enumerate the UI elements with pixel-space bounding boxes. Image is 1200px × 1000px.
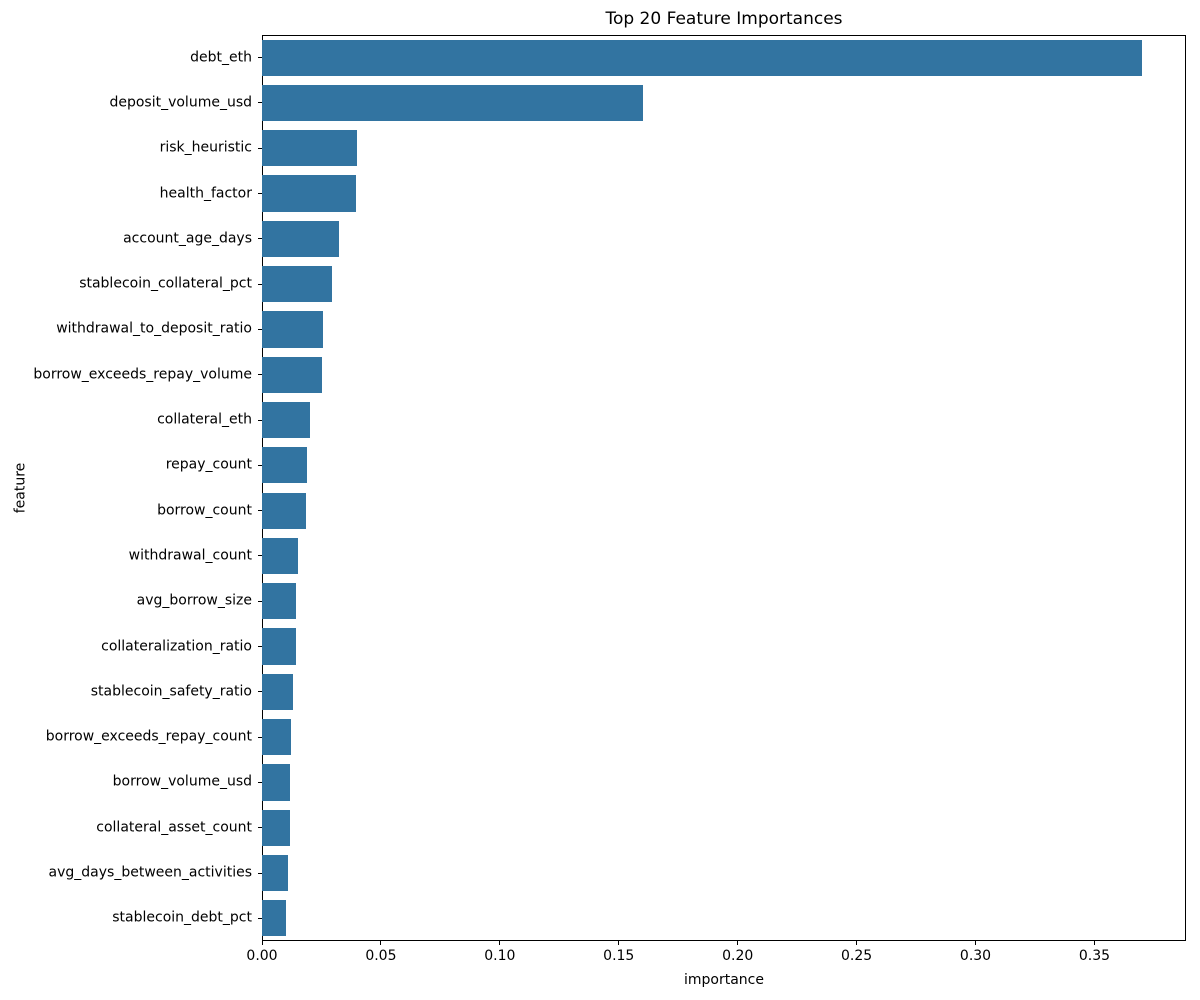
- bar-withdrawal_to_deposit_ratio: [262, 311, 324, 348]
- chart-title: Top 20 Feature Importances: [605, 9, 843, 29]
- y-tick-mark: [258, 736, 262, 738]
- y-tick-label: health_factor: [159, 185, 252, 202]
- bar-borrow_exceeds_repay_volume: [262, 356, 323, 393]
- bar-account_age_days: [262, 220, 340, 257]
- y-tick-mark: [258, 102, 262, 104]
- y-tick-label: withdrawal_count: [128, 547, 252, 564]
- y-tick-mark: [258, 193, 262, 195]
- x-tick-mark: [499, 941, 501, 945]
- bar-withdrawal_count: [262, 537, 299, 575]
- x-tick-label: 0.00: [246, 948, 278, 964]
- x-axis-label: importance: [684, 972, 764, 988]
- y-tick-mark: [258, 464, 262, 466]
- bar-collateralization_ratio: [262, 628, 296, 665]
- x-tick-label: 0.20: [722, 948, 754, 964]
- x-tick-mark: [380, 941, 382, 945]
- x-tick-mark: [261, 941, 263, 945]
- x-tick-mark: [856, 941, 858, 945]
- y-tick-mark: [258, 781, 262, 783]
- x-tick-mark: [1093, 941, 1095, 945]
- bar-stablecoin_collateral_pct: [262, 266, 332, 303]
- y-tick-mark: [258, 510, 262, 512]
- bar-debt_eth: [262, 39, 1142, 76]
- y-tick-mark: [258, 691, 262, 693]
- y-tick-label: borrow_exceeds_repay_volume: [33, 366, 252, 383]
- y-tick-label: debt_eth: [190, 49, 252, 66]
- y-tick-label: collateralization_ratio: [101, 638, 252, 655]
- y-tick-mark: [258, 328, 262, 330]
- bar-stablecoin_debt_pct: [262, 900, 287, 937]
- y-tick-mark: [258, 238, 262, 240]
- y-tick-mark: [258, 419, 262, 421]
- y-tick-mark: [258, 57, 262, 59]
- bar-borrow_exceeds_repay_count: [262, 719, 291, 756]
- y-tick-mark: [258, 827, 262, 829]
- bar-health_factor: [262, 175, 357, 212]
- y-tick-label: stablecoin_collateral_pct: [79, 275, 252, 292]
- bar-collateral_eth: [262, 401, 310, 439]
- x-tick-label: 0.35: [1078, 948, 1111, 964]
- bar-avg_borrow_size: [262, 583, 297, 620]
- y-tick-label: repay_count: [165, 456, 252, 473]
- y-tick-label: deposit_volume_usd: [109, 94, 252, 111]
- x-tick-mark: [618, 941, 620, 945]
- y-tick-label: stablecoin_safety_ratio: [90, 683, 252, 700]
- bar-avg_days_between_activities: [262, 854, 288, 892]
- y-tick-label: borrow_count: [157, 502, 252, 519]
- y-tick-label: collateral_eth: [157, 411, 252, 428]
- y-tick-label: avg_days_between_activities: [48, 864, 252, 881]
- y-tick-mark: [258, 646, 262, 648]
- x-tick-label: 0.05: [365, 948, 397, 964]
- x-tick-mark: [737, 941, 739, 945]
- y-tick-mark: [258, 555, 262, 557]
- plot-area: [262, 35, 1186, 941]
- y-axis-label: feature: [12, 462, 29, 514]
- bar-borrow_volume_usd: [262, 764, 290, 801]
- y-tick-mark: [258, 374, 262, 376]
- y-tick-label: collateral_asset_count: [96, 819, 252, 836]
- bar-repay_count: [262, 447, 307, 484]
- bar-borrow_count: [262, 492, 306, 529]
- bar-stablecoin_safety_ratio: [262, 673, 293, 710]
- x-tick-label: 0.15: [603, 948, 635, 964]
- y-tick-mark: [258, 872, 262, 874]
- bar-risk_heuristic: [262, 130, 358, 167]
- x-tick-label: 0.30: [959, 948, 992, 964]
- y-tick-label: account_age_days: [123, 230, 252, 247]
- y-tick-label: avg_borrow_size: [136, 592, 252, 609]
- y-tick-label: stablecoin_debt_pct: [112, 909, 252, 926]
- x-tick-mark: [975, 941, 976, 945]
- y-tick-mark: [258, 917, 262, 919]
- y-tick-label: withdrawal_to_deposit_ratio: [56, 320, 252, 337]
- y-tick-label: borrow_volume_usd: [112, 773, 252, 790]
- y-tick-label: risk_heuristic: [159, 139, 252, 156]
- x-tick-label: 0.25: [841, 948, 873, 964]
- y-tick-mark: [258, 600, 262, 602]
- x-tick-label: 0.10: [484, 948, 516, 964]
- y-tick-label: borrow_exceeds_repay_count: [45, 728, 252, 745]
- bar-deposit_volume_usd: [262, 84, 643, 122]
- y-tick-mark: [258, 283, 262, 285]
- bar-collateral_asset_count: [262, 809, 290, 846]
- y-tick-mark: [258, 147, 262, 149]
